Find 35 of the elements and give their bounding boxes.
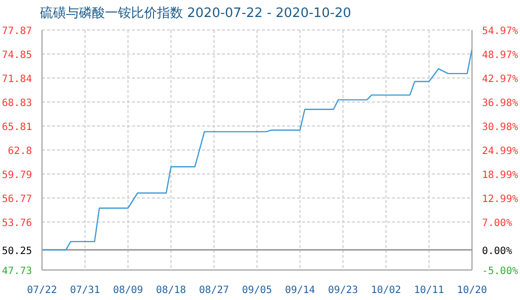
- y-tick-label: 71.84: [2, 74, 32, 86]
- x-tick-label: 09/05: [242, 285, 272, 296]
- y2-tick-label: 54.97%: [482, 26, 518, 37]
- x-tick-label: 10/11: [414, 285, 444, 296]
- y-tick-label: 56.77: [2, 194, 32, 206]
- x-tick-label: 09/14: [284, 285, 316, 296]
- y2-tick-label: 18.99%: [482, 170, 518, 181]
- x-tick-label: 07/22: [26, 285, 58, 296]
- x-tick-label: 07/31: [70, 285, 100, 296]
- y-tick-label: 59.79: [2, 170, 32, 181]
- y-tick-label: 68.83: [2, 98, 32, 109]
- y-tick-label: 77.87: [2, 26, 32, 37]
- y-tick-label: 74.85: [2, 50, 32, 62]
- y2-tick-label: 36.98%: [482, 98, 518, 109]
- y2-tick-label: 0.00%: [482, 246, 512, 257]
- x-tick-label: 08/09: [112, 285, 144, 296]
- x-tick-label: 09/23: [328, 285, 358, 296]
- y2-tick-label: 24.99%: [482, 146, 518, 157]
- x-tick-label: 10/02: [370, 285, 402, 296]
- chart-title: 硫磺与磷酸一铵比价指数 2020-07-22 - 2020-10-20: [40, 5, 352, 22]
- y2-tick-label: 48.97%: [482, 50, 518, 62]
- x-tick-label: 08/27: [198, 285, 230, 296]
- y2-tick-label: 42.97%: [482, 74, 518, 86]
- y2-tick-label: 7.00%: [482, 218, 512, 229]
- y-tick-label: 47.73: [2, 266, 32, 277]
- line-series: [42, 48, 472, 251]
- y-tick-label: 50.25: [2, 246, 32, 257]
- y-tick-label: 65.81: [2, 122, 32, 134]
- y2-tick-label: 30.98%: [482, 122, 518, 134]
- y-tick-label: 53.76: [2, 218, 32, 229]
- x-tick-label: 08/18: [156, 285, 186, 296]
- y2-tick-label: 12.99%: [482, 194, 518, 206]
- y-tick-label: 62.8: [8, 146, 32, 157]
- x-tick-label: 10/20: [456, 285, 488, 296]
- y2-tick-label: -5.00%: [482, 266, 518, 277]
